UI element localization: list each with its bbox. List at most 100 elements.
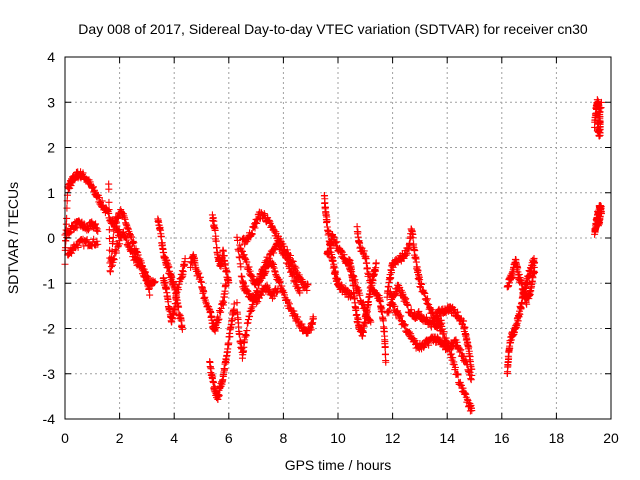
data-point xyxy=(215,391,223,399)
x-tick-label: 4 xyxy=(170,430,178,446)
data-point xyxy=(146,291,154,299)
data-point xyxy=(236,330,244,338)
data-point xyxy=(200,288,208,296)
y-tick-label: -1 xyxy=(43,275,56,291)
data-point xyxy=(596,213,604,221)
data-point xyxy=(468,371,476,379)
x-tick-label: 12 xyxy=(385,430,401,446)
x-axis-label: GPS time / hours xyxy=(285,457,392,473)
data-point xyxy=(248,230,256,238)
data-point xyxy=(105,235,113,243)
series-arc-s xyxy=(383,225,446,330)
x-tick-label: 10 xyxy=(330,430,346,446)
data-point xyxy=(178,274,186,282)
y-tick-label: 3 xyxy=(47,94,55,110)
series-arc-x xyxy=(503,255,539,308)
series-arc-n xyxy=(233,233,282,307)
data-point xyxy=(416,276,424,284)
series-arc-i xyxy=(206,300,238,404)
data-point xyxy=(349,281,357,289)
data-point xyxy=(254,298,262,306)
data-point xyxy=(388,269,396,277)
data-point xyxy=(292,264,300,272)
data-point xyxy=(402,251,410,259)
data-point xyxy=(235,247,243,255)
y-tick-label: -3 xyxy=(43,366,56,382)
y-tick-label: 2 xyxy=(47,140,55,156)
data-point xyxy=(93,237,101,245)
data-point xyxy=(460,317,468,325)
data-point xyxy=(409,234,417,242)
x-tick-label: 18 xyxy=(549,430,565,446)
data-point xyxy=(381,343,389,351)
series-arc-y xyxy=(591,96,605,140)
data-point xyxy=(303,286,311,294)
data-point xyxy=(105,185,113,193)
data-point xyxy=(213,323,221,331)
data-point xyxy=(63,204,71,212)
series-arc-l xyxy=(238,208,312,294)
series-arc-e xyxy=(107,228,159,290)
data-point xyxy=(129,249,137,257)
grid-lines xyxy=(65,57,611,419)
y-tick-label: 0 xyxy=(47,230,55,246)
y-axis-ticks: -4 -3 -2 -1 0 1 2 3 4 xyxy=(43,49,611,427)
data-point xyxy=(243,327,251,335)
data-point xyxy=(110,256,118,264)
data-point xyxy=(367,279,375,287)
data-point xyxy=(106,268,114,276)
data-point xyxy=(307,326,315,334)
data-point xyxy=(223,268,231,276)
data-point xyxy=(363,308,371,316)
data-point xyxy=(325,248,333,256)
data-point xyxy=(457,346,465,354)
data-point xyxy=(82,237,90,245)
data-point xyxy=(298,320,306,328)
data-point xyxy=(466,368,474,376)
y-axis-label: SDTVAR / TECUs xyxy=(5,182,21,294)
series-arc-w xyxy=(503,254,539,378)
data-point xyxy=(226,333,234,341)
series-arc-r xyxy=(353,223,390,366)
data-point xyxy=(105,226,113,234)
data-point xyxy=(243,258,251,266)
data-point xyxy=(516,310,524,318)
x-tick-label: 20 xyxy=(603,430,619,446)
data-point xyxy=(296,289,304,297)
series-arc-t xyxy=(386,288,476,384)
data-point xyxy=(105,206,113,214)
data-point xyxy=(401,321,409,329)
data-point xyxy=(304,281,312,289)
data-point xyxy=(83,236,91,244)
data-point xyxy=(225,279,233,287)
data-point xyxy=(236,254,244,262)
data-point xyxy=(454,371,462,379)
series-arc-u xyxy=(383,281,476,415)
data-point xyxy=(215,315,223,323)
data-point xyxy=(274,285,282,293)
data-point xyxy=(225,339,233,347)
data-point xyxy=(105,198,113,206)
data-point xyxy=(74,243,82,251)
data-point xyxy=(379,317,387,325)
data-point xyxy=(505,354,513,362)
y-tick-label: 1 xyxy=(47,185,55,201)
x-tick-label: 16 xyxy=(494,430,510,446)
x-tick-label: 2 xyxy=(116,430,124,446)
data-point xyxy=(116,240,124,248)
data-point xyxy=(352,305,360,313)
x-tick-label: 14 xyxy=(439,430,455,446)
data-point xyxy=(110,227,118,235)
series-arc-m xyxy=(236,241,317,337)
y-tick-label: -4 xyxy=(43,411,56,427)
series-arc-a xyxy=(61,168,124,268)
data-point xyxy=(253,299,261,307)
data-point xyxy=(468,407,476,415)
data-point xyxy=(333,238,341,246)
data-point xyxy=(245,263,253,271)
series-arc-h xyxy=(187,251,230,335)
data-point xyxy=(382,358,390,366)
data-point xyxy=(468,365,476,373)
data-point xyxy=(109,233,117,241)
data-point xyxy=(181,255,189,263)
